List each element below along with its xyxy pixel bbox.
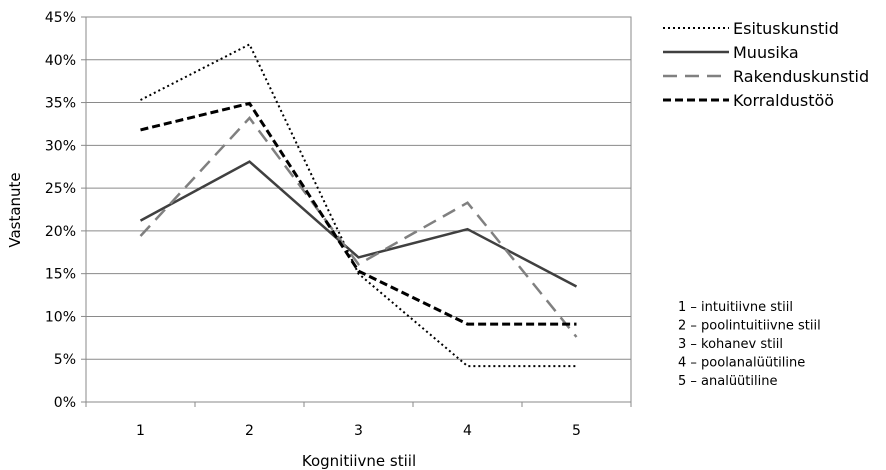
y-tick-label: 40% [45,53,76,69]
category-note: 2 – poolintuitiivne stiil [678,319,821,334]
x-tick-label: 4 [463,423,472,439]
x-axis-ticks: 1 2 3 4 5 [85,402,632,439]
category-note: 5 – analüütiline [678,374,777,389]
y-tick-label: 25% [45,181,76,197]
x-tick-label: 2 [245,423,254,439]
plot-area-border [85,16,632,403]
x-tick-label: 3 [354,423,363,439]
y-tick-label: 30% [45,138,76,154]
y-tick-label: 45% [45,10,76,26]
series-lines [139,43,578,368]
legend-label: Esituskunstid [733,19,839,38]
series-line-muusika [139,160,578,288]
y-tick-label: 15% [45,267,76,283]
series-line-korraldust- [140,101,577,326]
y-tick-label: 0% [54,395,76,411]
x-tick-label: 1 [136,423,145,439]
legend: Esituskunstid Muusika Rakenduskunstid Korra… [663,19,869,110]
y-tick-label: 20% [45,224,76,240]
y-axis-ticks: 0% 5% 10% 15% 20% 25% 30% 35% 40% 45% [45,10,86,411]
category-note: 3 – kohanev stiil [678,337,783,352]
legend-label: Korraldustöö [733,91,834,110]
y-tick-label: 5% [54,352,76,368]
category-note: 4 – poolanalüütiline [678,356,805,371]
x-tick-label: 5 [572,423,581,439]
y-tick-label: 10% [45,309,76,325]
category-note: 1 – intuitiivne stiil [678,300,793,315]
gridlines [86,59,631,360]
x-axis-title: Kognitiivne stiil [302,452,416,470]
legend-label: Rakenduskunstid [733,67,869,86]
y-tick-label: 35% [45,96,76,112]
y-axis-title: Vastanute [6,172,24,247]
category-notes: 1 – intuitiivne stiil 2 – poolintuitiivne… [678,300,821,389]
series-line-esituskunstid [140,43,577,368]
legend-label: Muusika [733,43,799,62]
series-line-rakenduskunstid [139,116,578,338]
